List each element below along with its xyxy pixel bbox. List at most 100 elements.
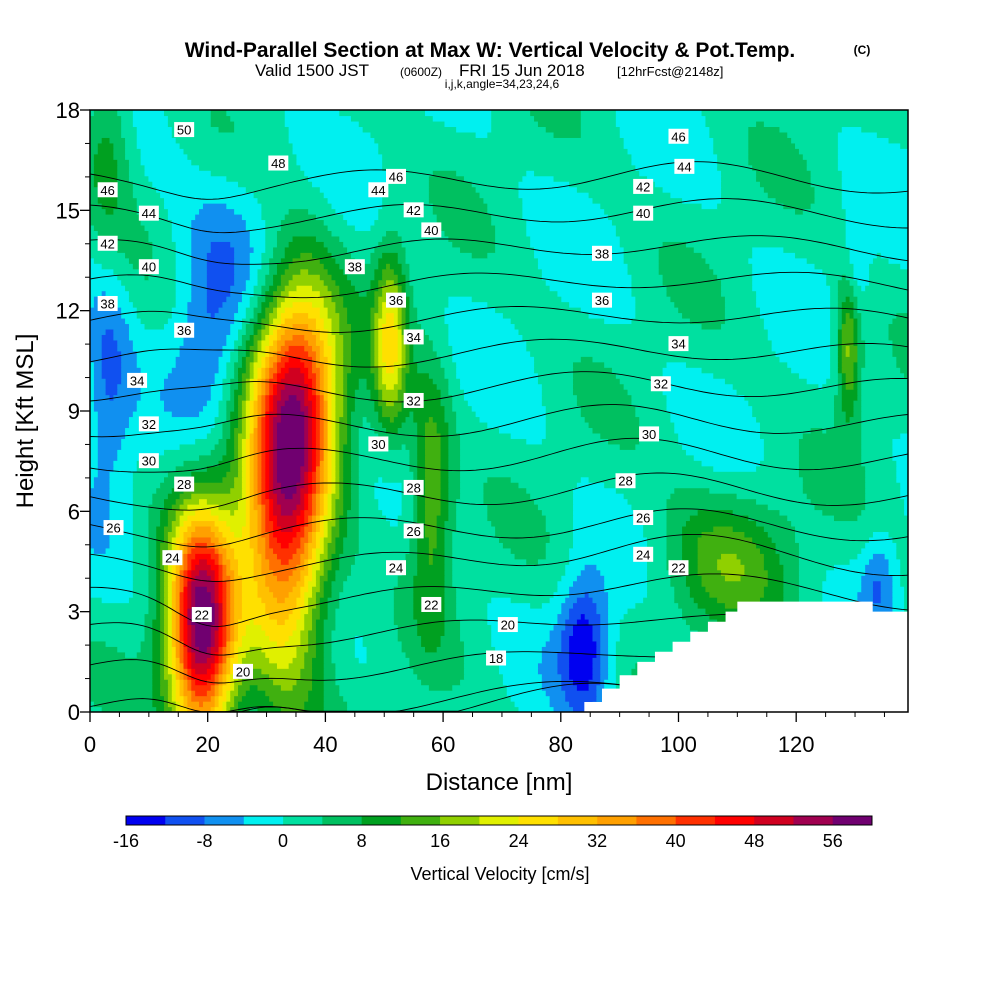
velocity-cell bbox=[288, 635, 301, 642]
theta-label-text: 34 bbox=[130, 373, 144, 388]
velocity-cell bbox=[276, 471, 301, 478]
velocity-cell bbox=[487, 514, 547, 522]
velocity-cell bbox=[132, 482, 161, 489]
velocity-cell bbox=[234, 597, 243, 604]
velocity-cell bbox=[273, 290, 282, 297]
velocity-cell bbox=[861, 126, 908, 133]
velocity-cell bbox=[261, 361, 266, 368]
velocity-cell bbox=[300, 673, 313, 680]
velocity-cell bbox=[339, 520, 348, 527]
velocity-cell bbox=[495, 646, 543, 653]
velocity-cell bbox=[818, 383, 823, 390]
velocity-cell bbox=[339, 602, 395, 609]
velocity-cell bbox=[265, 361, 270, 368]
velocity-cell bbox=[257, 432, 262, 439]
velocity-cell bbox=[327, 575, 336, 582]
velocity-cell bbox=[323, 432, 329, 439]
velocity-cell bbox=[343, 454, 352, 461]
velocity-cell bbox=[230, 591, 235, 598]
velocity-cell bbox=[569, 646, 597, 653]
velocity-cell bbox=[436, 525, 446, 532]
velocity-cell bbox=[491, 629, 551, 636]
velocity-cell bbox=[218, 597, 224, 604]
velocity-cell bbox=[448, 438, 461, 445]
velocity-cell bbox=[93, 383, 107, 390]
velocity-cell bbox=[323, 339, 329, 346]
theta-label: 28 bbox=[174, 476, 195, 492]
velocity-cell bbox=[222, 586, 227, 593]
velocity-cell bbox=[573, 520, 644, 527]
velocity-cell bbox=[343, 443, 352, 450]
velocity-cell bbox=[265, 235, 278, 242]
chart-title-mark: (C) bbox=[854, 43, 871, 57]
velocity-cell bbox=[900, 580, 908, 587]
velocity-cell bbox=[265, 454, 270, 461]
velocity-cell bbox=[343, 334, 352, 341]
velocity-cell bbox=[752, 252, 796, 259]
velocity-cell bbox=[401, 356, 407, 363]
velocity-cell bbox=[265, 296, 274, 303]
velocity-cell bbox=[382, 476, 414, 483]
velocity-cell bbox=[405, 285, 414, 292]
velocity-cell bbox=[93, 547, 107, 554]
velocity-cell bbox=[187, 684, 192, 691]
velocity-cell bbox=[97, 432, 126, 439]
velocity-cell bbox=[339, 449, 344, 456]
velocity-cell bbox=[304, 378, 313, 385]
velocity-cell bbox=[335, 482, 340, 489]
velocity-cell bbox=[331, 640, 356, 647]
velocity-cell bbox=[315, 416, 321, 423]
velocity-cell bbox=[327, 553, 333, 560]
velocity-cell bbox=[495, 307, 582, 314]
velocity-cell bbox=[105, 290, 130, 297]
velocity-cell bbox=[300, 405, 309, 412]
velocity-cell bbox=[195, 602, 216, 609]
velocity-cell bbox=[261, 427, 266, 434]
velocity-cell bbox=[308, 569, 313, 576]
velocity-cell bbox=[604, 575, 648, 582]
velocity-cell bbox=[257, 383, 262, 390]
velocity-cell bbox=[534, 356, 582, 363]
velocity-cell bbox=[300, 569, 309, 576]
velocity-cell bbox=[374, 372, 379, 379]
velocity-cell bbox=[401, 378, 407, 385]
velocity-cell bbox=[269, 427, 274, 434]
velocity-cell bbox=[164, 197, 259, 204]
velocity-cell bbox=[90, 203, 103, 210]
velocity-cell bbox=[335, 504, 344, 511]
velocity-cell bbox=[888, 137, 908, 144]
velocity-cell bbox=[179, 690, 185, 697]
velocity-cell bbox=[849, 350, 858, 357]
velocity-cell bbox=[265, 230, 278, 237]
velocity-cell bbox=[483, 498, 535, 505]
velocity-cell bbox=[409, 268, 543, 275]
velocity-cell bbox=[631, 504, 668, 511]
theta-label: 44 bbox=[674, 158, 695, 174]
velocity-cell bbox=[448, 378, 461, 385]
velocity-cell bbox=[545, 421, 590, 429]
velocity-cell bbox=[362, 126, 457, 133]
velocity-cell bbox=[136, 137, 177, 144]
velocity-cell bbox=[296, 564, 305, 571]
velocity-cell bbox=[164, 449, 212, 456]
velocity-cell bbox=[226, 706, 231, 712]
velocity-cell bbox=[249, 252, 262, 259]
subtitle-valid: Valid 1500 JST bbox=[255, 61, 369, 80]
velocity-cell bbox=[463, 175, 523, 182]
velocity-cell bbox=[580, 115, 617, 122]
velocity-cell bbox=[319, 487, 325, 494]
velocity-cell bbox=[541, 651, 559, 658]
velocity-cell bbox=[382, 367, 387, 374]
velocity-cell bbox=[148, 531, 157, 538]
velocity-cell bbox=[280, 389, 305, 396]
velocity-cell bbox=[413, 290, 559, 297]
velocity-cell bbox=[541, 400, 578, 407]
velocity-cell bbox=[323, 219, 348, 226]
velocity-cell bbox=[487, 252, 535, 259]
velocity-cell bbox=[234, 361, 243, 368]
velocity-cell bbox=[191, 706, 212, 712]
velocity-cell bbox=[545, 690, 566, 697]
velocity-cell bbox=[238, 629, 247, 636]
theta-label: 38 bbox=[344, 259, 365, 275]
velocity-cell bbox=[857, 317, 862, 325]
